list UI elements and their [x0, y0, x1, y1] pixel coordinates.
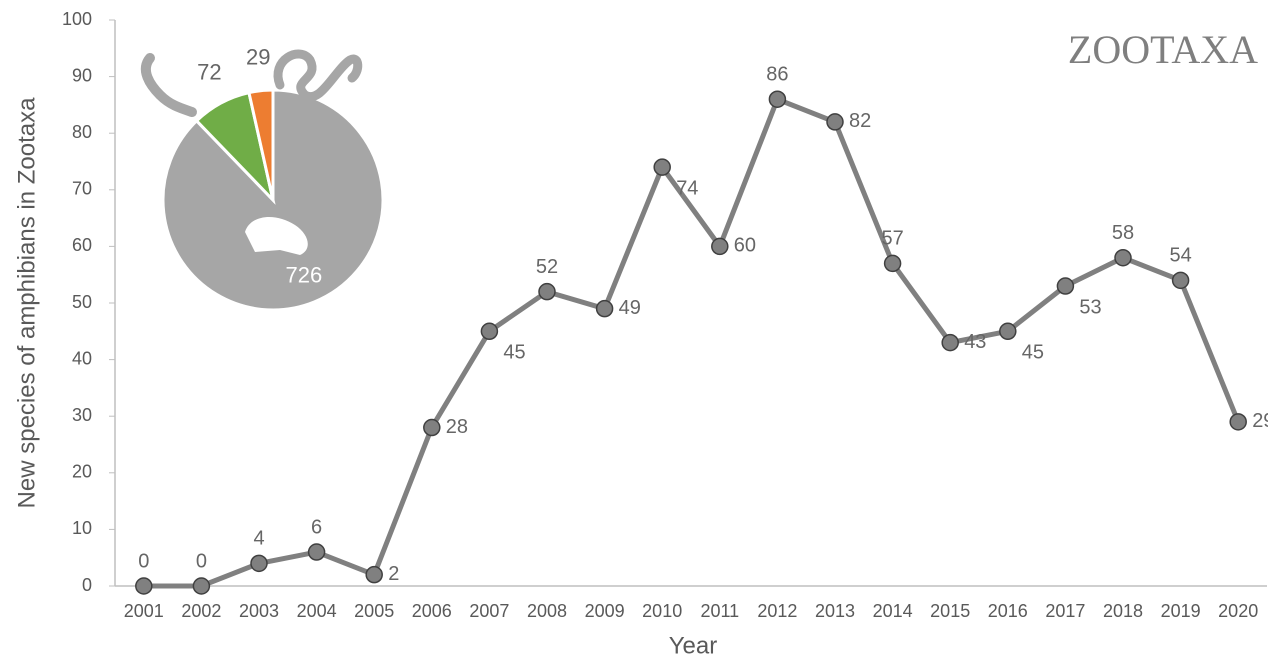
- annotation: ZOOTAXA: [1068, 27, 1258, 72]
- data-label: 60: [734, 235, 756, 257]
- marker: [423, 418, 441, 437]
- y-tick-label: 30: [72, 405, 92, 425]
- marker: [1056, 277, 1075, 295]
- x-tick-label: 2004: [297, 601, 337, 621]
- x-tick-label: 2006: [412, 601, 452, 621]
- y-tick-label: 90: [72, 65, 92, 85]
- data-label: 45: [503, 342, 525, 364]
- marker: [250, 554, 268, 573]
- x-tick-label: 2010: [642, 601, 682, 621]
- data-label: 4: [253, 528, 264, 550]
- salamander-icon: [140, 53, 197, 117]
- x-tick-label: 2020: [1218, 601, 1258, 621]
- data-label: 57: [881, 228, 903, 250]
- data-label: 2: [388, 563, 399, 585]
- x-tick-label: 2019: [1161, 601, 1201, 621]
- marker: [653, 158, 671, 176]
- y-tick-label: 40: [72, 348, 92, 368]
- data-label: 54: [1169, 245, 1191, 267]
- x-tick-label: 2007: [469, 601, 509, 621]
- data-label: 0: [138, 550, 149, 572]
- x-tick-label: 2011: [700, 601, 739, 621]
- x-tick-label: 2008: [527, 601, 567, 621]
- data-label: 86: [766, 64, 788, 86]
- data-label: 52: [536, 256, 558, 278]
- snake-icon: [273, 49, 363, 102]
- x-tick-label: 2005: [354, 601, 394, 621]
- data-label: 82: [849, 110, 871, 132]
- data-label: 28: [446, 416, 468, 438]
- data-label: 53: [1079, 296, 1101, 318]
- x-tick-label: 2014: [873, 601, 913, 621]
- x-tick-label: 2013: [815, 601, 855, 621]
- marker: [711, 237, 729, 256]
- y-axis-title: New species of amphibians in Zootaxa: [13, 97, 40, 509]
- marker: [883, 254, 902, 273]
- data-label: 43: [964, 331, 986, 353]
- marker: [365, 565, 383, 584]
- data-label: 0: [196, 550, 207, 572]
- y-tick-label: 20: [72, 462, 92, 482]
- marker: [1171, 271, 1190, 290]
- marker: [1229, 413, 1247, 431]
- data-label: 45: [1022, 342, 1044, 364]
- x-tick-label: 2003: [239, 601, 279, 621]
- x-tick-label: 2016: [988, 601, 1028, 621]
- y-tick-label: 80: [72, 122, 92, 142]
- pie-label: 29: [246, 44, 270, 69]
- marker: [1114, 248, 1132, 267]
- marker: [480, 322, 499, 341]
- pie-label: 72: [197, 60, 221, 85]
- marker: [826, 113, 844, 131]
- x-tick-label: 2002: [181, 601, 221, 621]
- x-tick-label: 2001: [124, 601, 164, 621]
- x-axis-title: Year: [669, 632, 718, 659]
- y-tick-label: 0: [82, 575, 92, 595]
- y-tick-label: 60: [72, 235, 92, 255]
- marker: [941, 333, 959, 352]
- y-tick-label: 100: [62, 9, 92, 29]
- y-tick-label: 50: [72, 292, 92, 312]
- data-label: 58: [1112, 222, 1134, 244]
- marker: [768, 90, 787, 108]
- marker: [538, 282, 556, 301]
- y-tick-label: 70: [72, 179, 92, 199]
- icons: [140, 49, 363, 255]
- y-tick-label: 10: [72, 518, 92, 538]
- data-label: 49: [619, 297, 641, 319]
- frog-icon: [245, 216, 308, 255]
- marker: [595, 299, 614, 318]
- x-tick-label: 2018: [1103, 601, 1143, 621]
- x-tick-label: 2009: [585, 601, 625, 621]
- x-tick-label: 2012: [757, 601, 797, 621]
- line: [143, 95, 1241, 589]
- x-tick-label: 2015: [930, 601, 970, 621]
- pie-slice: [247, 88, 275, 201]
- marker: [192, 577, 211, 595]
- data-label: 29: [1252, 410, 1268, 432]
- marker: [307, 543, 326, 561]
- marker: [135, 577, 153, 595]
- pie-label: 726: [286, 262, 323, 287]
- data-label: 6: [311, 516, 322, 538]
- data-label: 74: [676, 177, 698, 199]
- x-tick-label: 2017: [1045, 601, 1085, 621]
- marker: [999, 322, 1017, 341]
